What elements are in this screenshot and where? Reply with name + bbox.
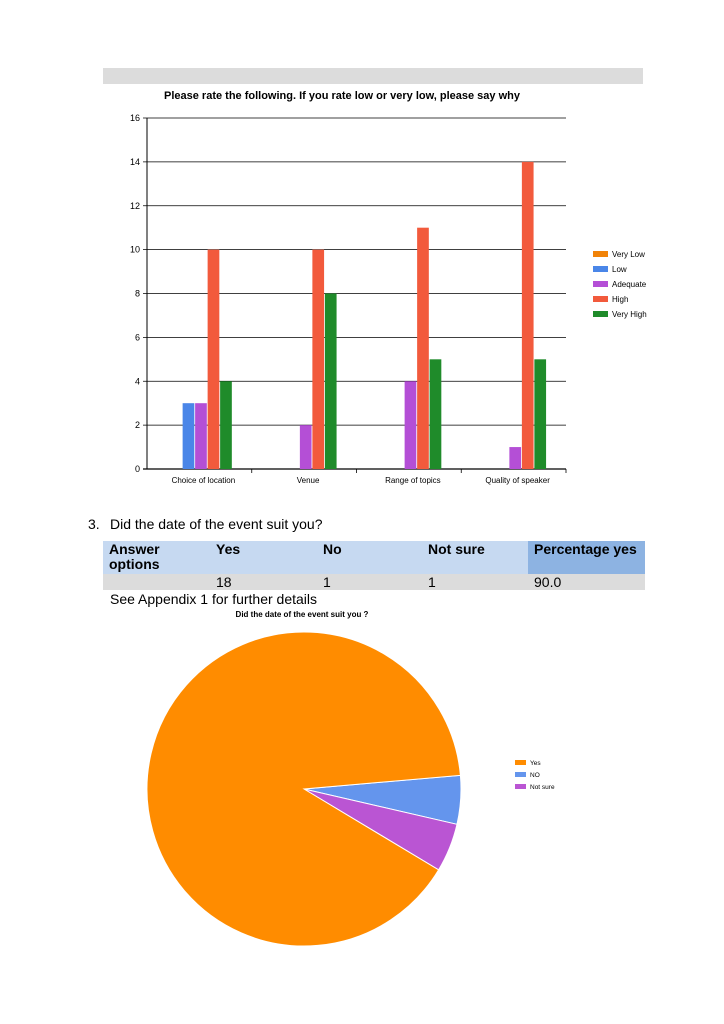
y-tick-label: 10 bbox=[130, 245, 140, 255]
x-tick-label: Choice of location bbox=[172, 476, 236, 485]
answer-table-header-row: Answer options Yes No Not sure Percentag… bbox=[103, 541, 645, 574]
date-suit-pie-chart: Did the date of the event suit you ? Yes… bbox=[146, 610, 555, 947]
bar-high bbox=[207, 249, 220, 469]
legend-swatch bbox=[515, 784, 526, 789]
legend-label: High bbox=[612, 295, 628, 304]
table-header-percentage-yes: Percentage yes bbox=[528, 541, 645, 574]
table-cell-answer-options bbox=[103, 574, 210, 590]
y-tick-label: 14 bbox=[130, 157, 140, 167]
bar-adequate bbox=[299, 425, 312, 469]
bar-high bbox=[417, 227, 429, 469]
legend-label: Very High bbox=[612, 310, 647, 319]
table-header-yes: Yes bbox=[210, 541, 317, 574]
y-tick-label: 4 bbox=[135, 376, 140, 386]
table-cell-percentage-yes: 90.0 bbox=[528, 574, 645, 590]
y-tick-label: 16 bbox=[130, 113, 140, 123]
legend-swatch bbox=[515, 772, 526, 777]
x-tick-label: Range of topics bbox=[385, 476, 441, 485]
legend-swatch bbox=[593, 296, 608, 302]
table-header-not-sure: Not sure bbox=[422, 541, 528, 574]
y-tick-label: 6 bbox=[135, 332, 140, 342]
bar-very-high bbox=[534, 359, 547, 469]
pie-slice-yes bbox=[146, 631, 461, 947]
y-tick-label: 12 bbox=[130, 201, 140, 211]
question-text: Did the date of the event suit you? bbox=[110, 516, 323, 532]
bar-low bbox=[182, 403, 195, 469]
legend-swatch bbox=[593, 251, 608, 257]
x-tick-label: Quality of speaker bbox=[485, 476, 550, 485]
legend-label: Adequate bbox=[612, 280, 647, 289]
table-header-no: No bbox=[317, 541, 422, 574]
table-cell-no: 1 bbox=[317, 574, 422, 590]
legend-label: NO bbox=[530, 772, 540, 779]
answer-table: Answer options Yes No Not sure Percentag… bbox=[103, 541, 645, 590]
bar-adequate bbox=[195, 403, 207, 469]
rating-bar-chart: Please rate the following. If you rate l… bbox=[130, 90, 647, 485]
question-number: 3. bbox=[88, 516, 100, 532]
appendix-note: See Appendix 1 for further details bbox=[110, 591, 318, 607]
legend-label: Low bbox=[612, 265, 627, 274]
table-header-answer-options: Answer options bbox=[103, 541, 210, 574]
legend-label: Very Low bbox=[612, 250, 645, 259]
table-cell-not-sure: 1 bbox=[422, 574, 528, 590]
legend-label: Yes bbox=[530, 760, 541, 767]
y-tick-label: 0 bbox=[135, 464, 140, 474]
legend-swatch bbox=[593, 311, 608, 317]
bar-very-high bbox=[324, 293, 337, 469]
question-heading: 3. Did the date of the event suit you? bbox=[88, 516, 322, 532]
bar-high bbox=[312, 249, 325, 469]
bar-chart-title: Please rate the following. If you rate l… bbox=[164, 90, 521, 102]
table-row: 18 1 1 90.0 bbox=[103, 574, 645, 590]
bar-adequate bbox=[404, 381, 417, 469]
bar-high bbox=[521, 161, 534, 469]
legend-label: Not sure bbox=[530, 784, 555, 791]
table-cell-yes: 18 bbox=[210, 574, 317, 590]
header-bar bbox=[103, 68, 643, 84]
legend-swatch bbox=[515, 760, 526, 765]
pie-chart-title: Did the date of the event suit you ? bbox=[236, 610, 369, 619]
legend-swatch bbox=[593, 281, 608, 287]
y-tick-label: 2 bbox=[135, 420, 140, 430]
legend-swatch bbox=[593, 266, 608, 272]
y-tick-label: 8 bbox=[135, 289, 140, 299]
bar-very-high bbox=[220, 381, 232, 469]
bar-very-high bbox=[429, 359, 442, 469]
x-tick-label: Venue bbox=[297, 476, 320, 485]
bar-adequate bbox=[509, 447, 522, 469]
